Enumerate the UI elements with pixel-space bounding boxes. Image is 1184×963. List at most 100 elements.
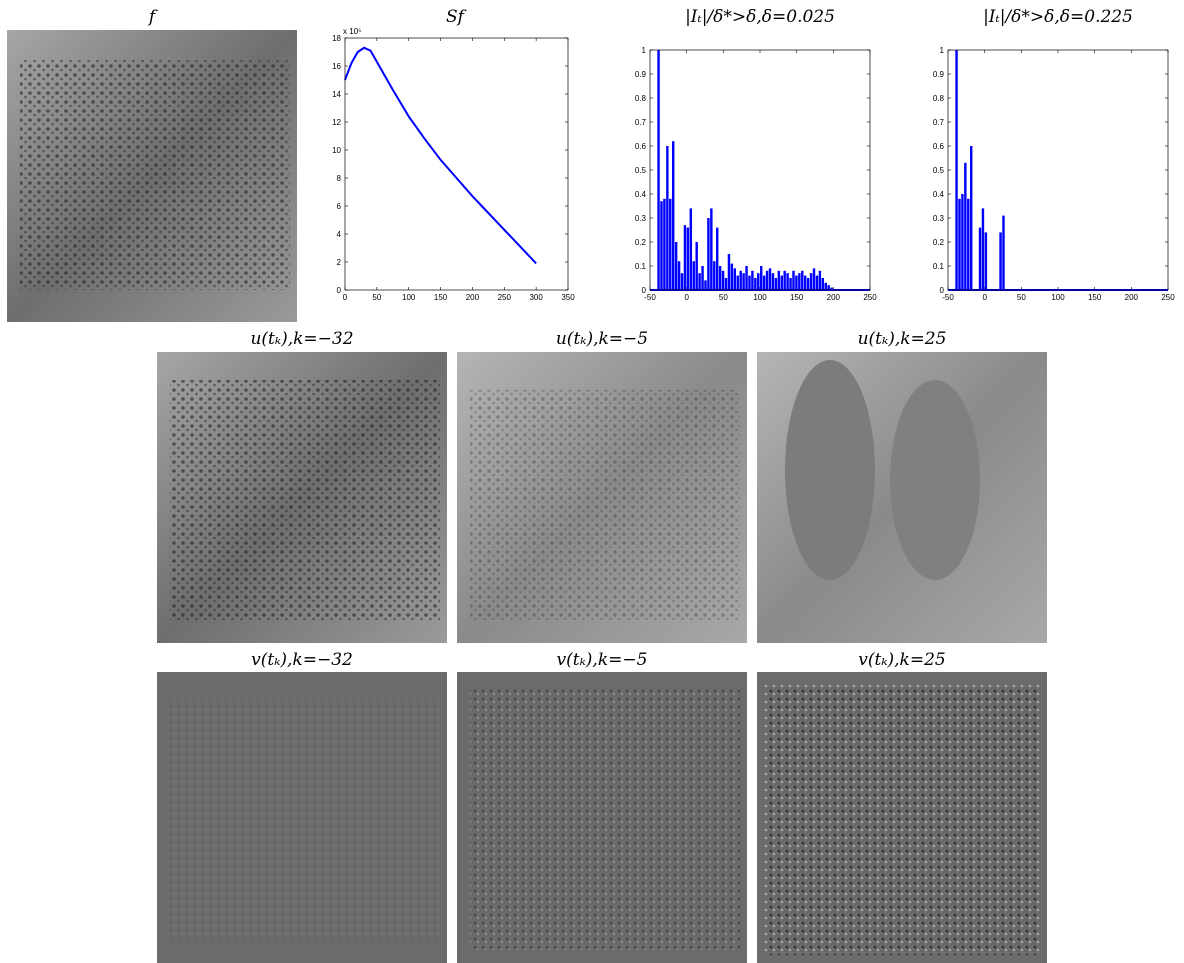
bar	[970, 146, 973, 290]
bar	[754, 278, 757, 290]
y-tick-label: 0.1	[933, 262, 945, 271]
bar	[710, 208, 713, 290]
x-tick-label: 150	[790, 293, 804, 302]
bar	[824, 282, 827, 290]
x-tick-label: 50	[1017, 293, 1026, 302]
bar	[718, 266, 722, 290]
bar	[806, 278, 810, 290]
image-f	[7, 30, 297, 322]
y-tick-label: 0.4	[635, 190, 647, 199]
bar	[958, 198, 961, 290]
y-tick-label: 0.2	[635, 238, 647, 247]
bar	[733, 268, 737, 290]
image-u25	[757, 352, 1047, 643]
y-tick-label: 0.3	[933, 214, 945, 223]
bar	[657, 50, 660, 290]
x-tick-label: 0	[684, 293, 689, 302]
chart-title: Sf	[446, 7, 467, 27]
x-tick-label: 250	[498, 293, 512, 302]
y-tick-label: 0.4	[933, 190, 945, 199]
y-tick-label: 10	[332, 146, 341, 155]
bar	[984, 232, 988, 290]
panel-title: f	[147, 7, 158, 27]
bar	[680, 273, 684, 290]
y-tick-label: 0.6	[933, 142, 945, 151]
y-tick-label: 0.7	[933, 118, 945, 127]
bar	[704, 280, 707, 290]
x-tick-label: 150	[434, 293, 448, 302]
panel-title: v(tₖ),k=−5	[557, 650, 648, 670]
y-tick-label: 0.5	[933, 166, 945, 175]
image-v-5	[457, 672, 747, 963]
bar	[727, 254, 731, 290]
x-tick-label: 100	[402, 293, 416, 302]
bar	[830, 287, 833, 290]
y-tick-label: 0.9	[933, 70, 945, 79]
y-tick-label: 0.8	[635, 94, 647, 103]
image-u-5	[457, 352, 747, 643]
plot-frame	[344, 37, 569, 291]
y-multiplier: x 10⁵	[343, 27, 361, 36]
y-tick-label: 0	[642, 286, 647, 295]
x-tick-label: 200	[1125, 293, 1139, 302]
bar	[739, 270, 742, 290]
x-tick-label: 0	[343, 293, 348, 302]
bar	[724, 278, 728, 290]
bar	[978, 227, 982, 290]
x-tick-label: 100	[753, 293, 767, 302]
x-tick-label: 50	[719, 293, 728, 302]
bar	[818, 270, 822, 290]
bar	[804, 275, 807, 290]
bar	[692, 261, 695, 290]
panel-title: v(tₖ),k=25	[858, 650, 945, 670]
bar	[686, 227, 690, 290]
y-tick-label: 16	[332, 62, 341, 71]
bar	[751, 270, 754, 290]
y-tick-label: 0	[337, 286, 342, 295]
bar	[827, 285, 830, 290]
x-tick-label: 300	[529, 293, 543, 302]
panel-title: u(tₖ),k=−5	[556, 329, 648, 349]
bar	[964, 162, 967, 290]
bar	[757, 273, 760, 290]
bar	[821, 278, 825, 290]
plot-frame	[649, 49, 871, 291]
image-v-32	[157, 672, 447, 963]
plot-frame	[947, 49, 1169, 291]
y-tick-label: 12	[332, 118, 341, 127]
panel-title: u(tₖ),k=−32	[250, 329, 353, 349]
bar	[760, 266, 763, 290]
bar	[777, 270, 781, 290]
bar	[1002, 215, 1005, 290]
bar	[798, 273, 801, 290]
bar	[795, 275, 798, 290]
bar	[961, 194, 964, 290]
bar	[774, 278, 778, 290]
y-tick-label: 0.6	[635, 142, 647, 151]
bar	[789, 278, 792, 290]
bar	[780, 275, 783, 290]
y-tick-label: 0	[940, 286, 945, 295]
y-tick-label: 14	[332, 90, 341, 99]
chart-title: |Iₜ|/δ*>δ,δ=0.025	[685, 7, 835, 27]
bar	[663, 198, 666, 290]
bar	[783, 270, 786, 290]
bar	[701, 266, 704, 290]
bar	[981, 208, 985, 290]
bar	[677, 261, 681, 290]
y-tick-label: 8	[337, 174, 342, 183]
bar	[967, 198, 970, 290]
bar	[748, 275, 751, 290]
x-tick-label: 200	[466, 293, 480, 302]
panel-title: u(tₖ),k=25	[858, 329, 947, 349]
x-tick-label: 0	[982, 293, 987, 302]
bar	[771, 273, 775, 290]
x-tick-label: 200	[827, 293, 841, 302]
x-tick-label: 250	[1161, 293, 1175, 302]
bar	[745, 266, 748, 290]
bar	[792, 270, 795, 290]
y-tick-label: 0.5	[635, 166, 647, 175]
bar	[672, 141, 675, 290]
bar	[812, 268, 816, 290]
y-tick-label: 0.8	[933, 94, 945, 103]
